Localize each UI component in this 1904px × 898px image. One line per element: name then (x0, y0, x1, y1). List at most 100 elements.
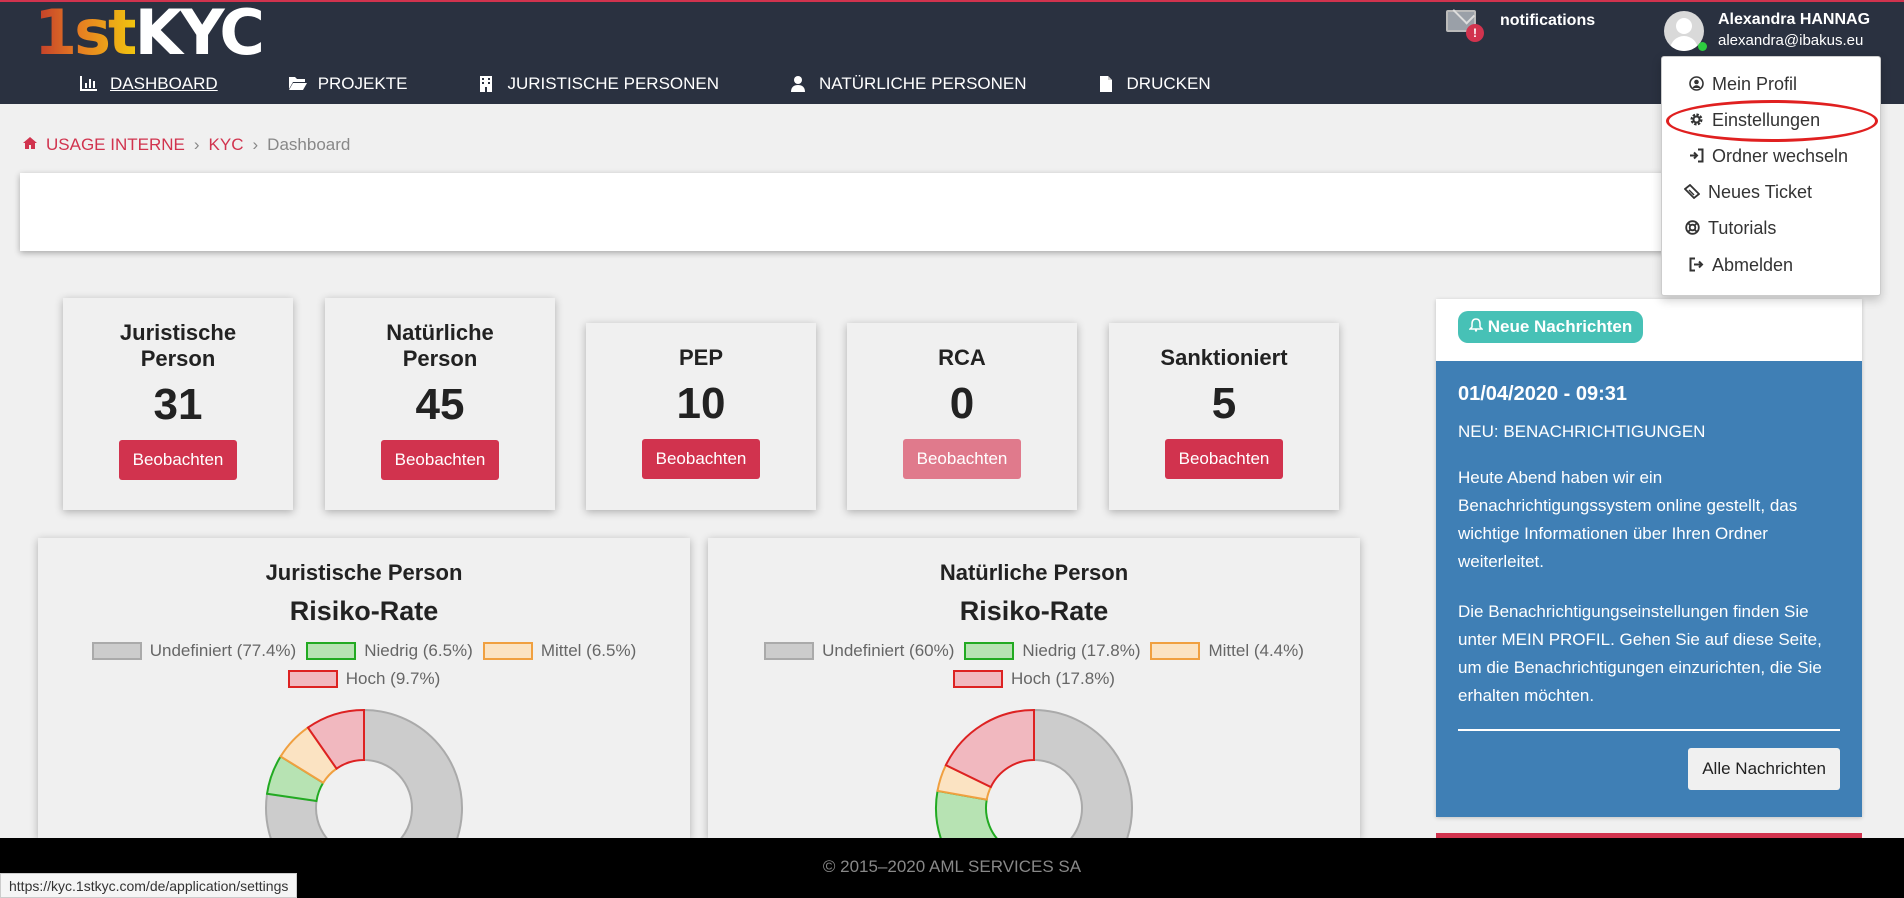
legend-swatch (764, 642, 815, 660)
sign-in-icon (1688, 148, 1704, 166)
donut-chart (265, 708, 463, 838)
stat-card-title: PEP (678, 345, 724, 370)
logo-part-2: KYC (134, 0, 265, 69)
legend-label: Niedrig (6.5%) (364, 641, 473, 660)
news-badge: Neue Nachrichten (1458, 311, 1644, 343)
nav-drucken[interactable]: DRUCKEN (1097, 74, 1211, 94)
nav-drucken-label: DRUCKEN (1126, 74, 1211, 93)
user-name: Alexandra HANNAG (1718, 11, 1871, 28)
legend-swatch (953, 670, 1004, 688)
chart-legend: Undefiniert (77.4%) Niedrig (6.5%) Mitte… (64, 641, 664, 697)
nav-juristische-label: JURISTISCHE PERSONEN (507, 74, 720, 93)
legend-item-undefiniert[interactable]: Undefiniert (77.4%) (91, 641, 297, 661)
notifications-button[interactable]: ! notifications (1446, 10, 1596, 42)
stat-card-value: 31 (153, 380, 203, 429)
legend-label: Undefiniert (77.4%) (149, 641, 297, 660)
user-email: alexandra@ibakus.eu (1718, 32, 1864, 49)
nav-natuerliche-personen[interactable]: NATÜRLICHE PERSONEN (789, 74, 1027, 94)
menu-item-neues-ticket[interactable]: Neues Ticket (1683, 182, 1812, 203)
building-icon (477, 75, 495, 93)
legend-label: Hoch (17.8%) (1011, 669, 1115, 688)
menu-item-ordner-wechseln[interactable]: Ordner wechseln (1688, 146, 1848, 167)
home-icon[interactable] (22, 136, 38, 154)
user-menu[interactable]: Alexandra HANNAG alexandra@ibakus.eu (1664, 10, 1870, 52)
beobachten-button[interactable]: Beobachten (1164, 439, 1284, 479)
slice-hoch[interactable] (306, 708, 365, 771)
top-bar: 1st KYC ! notifications Alexandra HANNAG … (0, 0, 1904, 104)
slice-niedrig[interactable] (935, 789, 1006, 838)
stat-card-value: 45 (415, 380, 465, 429)
divider (1458, 729, 1840, 731)
stat-card-value: 5 (1211, 379, 1237, 428)
menu-item-tutorials[interactable]: Tutorials (1684, 218, 1776, 239)
stat-card-title: Sanktioniert (1160, 345, 1288, 370)
nav-dashboard-label: DASHBOARD (110, 74, 218, 93)
status-bar-url: https://kyc.1stkyc.com/de/application/se… (0, 873, 298, 898)
highlight-circle (1666, 100, 1878, 142)
beobachten-button[interactable]: Beobachten (380, 440, 500, 480)
sign-out-icon (1688, 257, 1704, 275)
nav-juristische-personen[interactable]: JURISTISCHE PERSONEN (477, 74, 719, 94)
notifications-label: notifications (1500, 12, 1596, 29)
user-icon (789, 75, 807, 93)
chart-subtitle: Risiko-Rate (959, 596, 1109, 626)
legend-item-undefiniert[interactable]: Undefiniert (60%) (764, 641, 954, 661)
beobachten-button[interactable]: Beobachten (641, 439, 761, 479)
legend-item-niedrig[interactable]: Niedrig (6.5%) (306, 641, 473, 661)
nav-projekte[interactable]: PROJEKTE (288, 74, 407, 94)
news-headline: NEU: BENACHRICHTIGUNGEN (1458, 422, 1706, 441)
nav-dashboard[interactable]: DASHBOARD (80, 74, 218, 94)
news-date: 01/04/2020 - 09:31 (1458, 383, 1628, 405)
footer: © 2015–2020 AML SERVICES SA (0, 838, 1904, 898)
alert-icon: ! (1466, 24, 1484, 42)
legend-item-mittel[interactable]: Mittel (4.4%) (1150, 641, 1304, 661)
stat-card-title: Natürliche Person (386, 320, 494, 371)
user-circle-icon (1688, 75, 1704, 94)
file-icon (1097, 75, 1115, 93)
legend-swatch (964, 642, 1015, 660)
menu-item-label: Ordner wechseln (1712, 146, 1849, 166)
donut-chart (935, 708, 1133, 838)
news-body: 01/04/2020 - 09:31 NEU: BENACHRICHTIGUNG… (1436, 361, 1862, 817)
beobachten-button[interactable]: Beobachten (902, 439, 1022, 479)
life-ring-icon (1684, 219, 1700, 238)
beobachten-button[interactable]: Beobachten (118, 440, 238, 480)
breadcrumb-separator: › (193, 135, 200, 154)
logo[interactable]: 1st KYC (34, 0, 265, 69)
legend-item-mittel[interactable]: Mittel (6.5%) (482, 641, 637, 661)
chart-panel-natuerliche: Natürliche Person Risiko-Rate Undefinier… (708, 538, 1360, 838)
main-nav: DASHBOARD PROJEKTE JURISTISCHE PERSONEN … (80, 74, 1281, 94)
slice-undefiniert[interactable] (976, 708, 1133, 838)
legend-item-niedrig[interactable]: Niedrig (17.8%) (964, 641, 1140, 661)
ticket-icon (1683, 183, 1701, 202)
breadcrumb: USAGE INTERNE › KYC › Dashboard (22, 135, 350, 155)
alle-nachrichten-button[interactable]: Alle Nachrichten (1688, 748, 1840, 790)
news-panel: Neue Nachrichten 01/04/2020 - 09:31 NEU:… (1436, 299, 1862, 817)
legend-item-hoch[interactable]: Hoch (17.8%) (953, 669, 1115, 689)
stat-card-title: RCA (938, 345, 986, 370)
bar-chart-icon (80, 75, 98, 93)
menu-item-abmelden[interactable]: Abmelden (1688, 255, 1793, 276)
nav-natuerliche-label: NATÜRLICHE PERSONEN (819, 74, 1027, 93)
user-dropdown-menu: Mein Profil Einstellungen Ordner wechsel… (1661, 56, 1881, 296)
breadcrumb-usage-interne[interactable]: USAGE INTERNE (46, 135, 185, 154)
menu-item-label: Mein Profil (1712, 74, 1798, 94)
stat-card-title: Juristische Person (119, 320, 237, 371)
news-paragraph-2: Die Benachrichtigungseinstellungen finde… (1458, 602, 1822, 705)
menu-item-mein-profil[interactable]: Mein Profil (1688, 74, 1797, 95)
legend-item-hoch[interactable]: Hoch (9.7%) (287, 669, 441, 689)
legend-swatch (306, 642, 357, 660)
legend-swatch (1150, 642, 1201, 660)
stat-card-natuerliche: Natürliche Person 45 Beobachten (325, 298, 555, 510)
folder-open-icon (288, 75, 307, 93)
legend-swatch (287, 670, 338, 688)
header-panel (20, 173, 1700, 251)
news-paragraph-1: Heute Abend haben wir ein Benachrichtigu… (1458, 468, 1798, 571)
slice-hoch[interactable] (944, 708, 1035, 789)
slice-undefiniert[interactable] (265, 708, 463, 838)
legend-label: Mittel (6.5%) (540, 641, 637, 660)
legend-label: Mittel (4.4%) (1208, 641, 1304, 660)
legend-label: Hoch (9.7%) (345, 669, 441, 688)
breadcrumb-kyc[interactable]: KYC (208, 135, 244, 154)
stat-card-value: 10 (676, 379, 726, 428)
